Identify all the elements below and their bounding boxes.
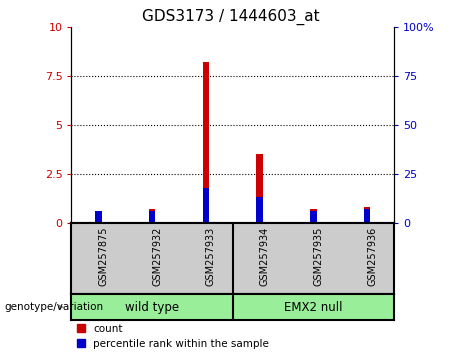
Text: GSM257934: GSM257934 (260, 227, 270, 286)
Text: GDS3173 / 1444603_at: GDS3173 / 1444603_at (142, 9, 319, 25)
Bar (149, 209, 155, 223)
Text: wild type: wild type (125, 301, 179, 314)
Text: GSM257933: GSM257933 (206, 227, 216, 286)
Bar (203, 188, 209, 223)
Bar (364, 209, 371, 223)
Text: GSM257875: GSM257875 (98, 227, 108, 286)
Legend: count, percentile rank within the sample: count, percentile rank within the sample (77, 324, 269, 349)
Bar (149, 211, 155, 223)
Text: genotype/variation: genotype/variation (5, 302, 104, 312)
Text: GSM257935: GSM257935 (313, 227, 324, 286)
Text: EMX2 null: EMX2 null (284, 301, 343, 314)
Bar (310, 211, 317, 223)
Text: GSM257932: GSM257932 (152, 227, 162, 286)
Bar (364, 207, 371, 223)
Bar (203, 62, 209, 223)
Bar (256, 154, 263, 223)
Bar (95, 211, 101, 223)
Bar (95, 213, 101, 223)
Bar (310, 209, 317, 223)
Bar (256, 198, 263, 223)
Text: GSM257936: GSM257936 (367, 227, 377, 286)
